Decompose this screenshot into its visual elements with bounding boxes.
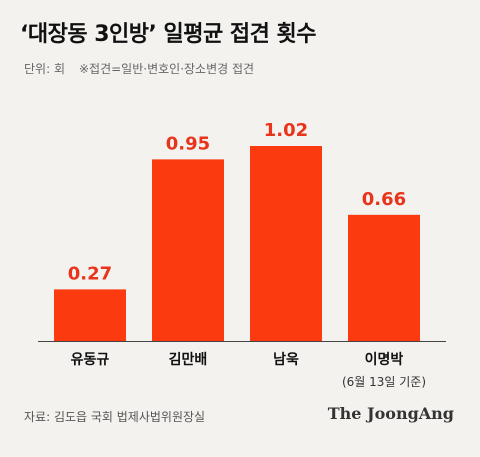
brand-logo: The JoongAng [327, 404, 454, 423]
bar-3 [250, 146, 322, 341]
category-label-4: 이명박 [365, 351, 404, 368]
bar-2 [152, 159, 224, 341]
bar-4 [348, 214, 420, 341]
data-label-4: 0.66 [362, 189, 406, 210]
bar-chart: 0.27 유동규 0.95 김만배 1.02 남욱 0.66 이명박 (6월 13일 기준) [38, 120, 446, 389]
category-label-1: 유동규 [71, 352, 110, 368]
chart-subtitle: 단위: 회 ※접견=일반·변호인·장소변경 접견 [24, 60, 254, 77]
data-label-1: 0.27 [68, 263, 112, 284]
chart-title: ‘대장동 3인방’ 일평균 접견 횟수 [20, 22, 317, 47]
definition-note: ※접견=일반·변호인·장소변경 접견 [78, 62, 255, 76]
unit-label: 단위: 회 [24, 62, 65, 76]
category-label-2: 김만배 [169, 351, 208, 368]
data-label-3: 1.02 [264, 120, 308, 141]
bar-1 [54, 289, 126, 341]
category-note-4: (6월 13일 기준) [342, 375, 426, 389]
source-note: 자료: 김도읍 국회 법제사법위원장실 [24, 410, 206, 424]
category-label-3: 남욱 [273, 351, 299, 368]
data-label-2: 0.95 [166, 133, 210, 154]
